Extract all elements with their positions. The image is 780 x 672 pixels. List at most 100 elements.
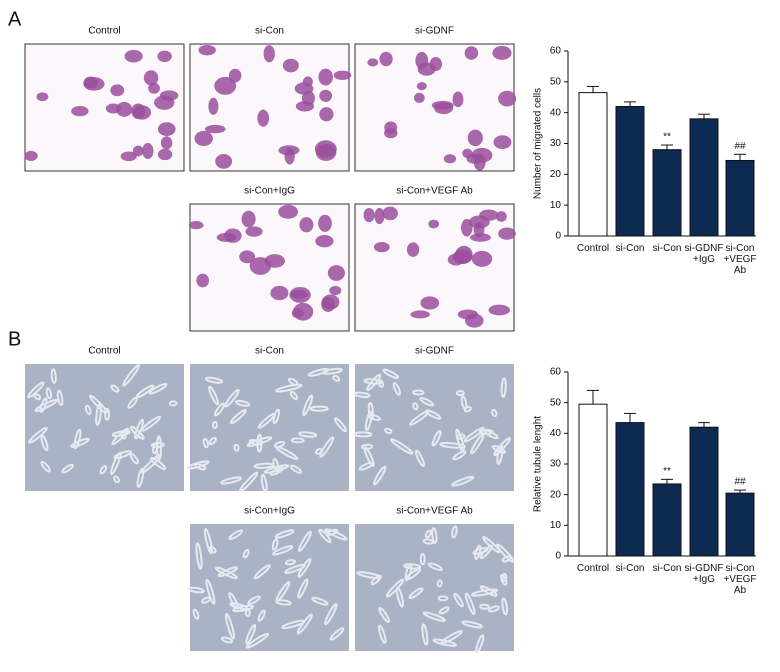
cell <box>120 151 137 162</box>
cell <box>438 606 450 615</box>
cell <box>275 383 303 393</box>
cell <box>490 408 498 418</box>
cell <box>429 57 443 72</box>
y-tick-label: 50 <box>550 397 562 408</box>
cell <box>113 450 133 460</box>
cell <box>296 613 313 635</box>
image-caption: Control <box>88 346 120 357</box>
cell <box>390 438 414 455</box>
cell <box>233 443 240 452</box>
x-tick-label: si-Con <box>653 563 682 574</box>
cell <box>302 394 314 417</box>
cell <box>318 214 332 232</box>
cell <box>245 624 257 645</box>
cell <box>329 285 342 296</box>
cell <box>382 368 399 379</box>
bar <box>615 106 645 237</box>
significance-label: ** <box>663 132 671 143</box>
cell <box>202 437 209 449</box>
cell <box>315 234 334 248</box>
micrograph <box>189 43 352 172</box>
cell <box>284 559 297 566</box>
cell <box>127 396 138 409</box>
y-tick-label: 0 <box>555 551 561 562</box>
cell <box>500 377 507 398</box>
image-caption: si-Con+IgG <box>244 506 295 517</box>
cell <box>99 465 108 475</box>
cell <box>224 388 240 408</box>
cell <box>245 226 263 237</box>
micrograph <box>186 364 349 493</box>
cell <box>461 620 483 629</box>
image-caption: si-GDNF <box>415 346 454 357</box>
cell <box>470 233 491 242</box>
cell <box>220 636 234 644</box>
cell <box>56 389 64 407</box>
cell <box>220 476 242 485</box>
x-tick-label: Control <box>577 563 609 574</box>
cell <box>272 545 294 556</box>
micrograph <box>353 364 514 491</box>
cell <box>501 573 508 582</box>
cell <box>192 608 200 620</box>
cell <box>150 457 167 471</box>
cell <box>274 529 295 539</box>
cell <box>214 76 237 95</box>
cell <box>439 442 466 449</box>
cell <box>213 402 225 417</box>
cell <box>360 443 374 450</box>
cell <box>215 154 233 169</box>
cell <box>228 529 243 540</box>
cell <box>377 624 387 644</box>
y-tick-label: 0 <box>555 231 561 242</box>
cell <box>73 428 82 450</box>
cell <box>229 408 247 425</box>
bar <box>652 149 682 237</box>
cell <box>408 587 424 600</box>
cell <box>314 140 337 158</box>
cell <box>416 82 427 91</box>
cell <box>70 437 90 448</box>
cell <box>415 51 429 70</box>
cell <box>443 154 457 164</box>
cell <box>235 399 251 407</box>
bar <box>615 422 645 557</box>
bar <box>689 118 719 237</box>
cell <box>363 207 375 223</box>
y-tick-label: 60 <box>550 367 562 378</box>
cell <box>275 581 291 603</box>
cell <box>132 145 144 157</box>
cell <box>168 400 178 407</box>
micrograph <box>354 43 517 172</box>
cell <box>248 439 263 446</box>
cell <box>498 90 517 107</box>
cell <box>40 460 51 473</box>
bar <box>578 92 608 237</box>
cell <box>143 70 159 86</box>
cell <box>270 285 289 301</box>
cell <box>263 45 275 63</box>
cell <box>432 638 457 647</box>
cell <box>471 250 493 267</box>
cell <box>413 92 425 104</box>
cell <box>495 211 507 222</box>
cell <box>321 297 336 312</box>
y-tick-label: 20 <box>550 489 562 500</box>
cell <box>462 148 473 158</box>
cell <box>290 437 305 444</box>
cell <box>45 387 53 400</box>
cell <box>257 609 266 622</box>
x-tick-label: si-GDNF +IgG <box>685 243 724 265</box>
cell <box>482 536 501 554</box>
cell <box>473 222 485 238</box>
y-tick-label: 30 <box>550 459 562 470</box>
cell <box>367 401 374 421</box>
micrograph <box>24 43 185 172</box>
x-tick-label: si-Con <box>616 563 645 574</box>
cell <box>188 221 204 230</box>
micrograph <box>355 524 515 654</box>
cell <box>245 632 270 649</box>
cell <box>239 471 259 493</box>
cell <box>113 475 120 484</box>
